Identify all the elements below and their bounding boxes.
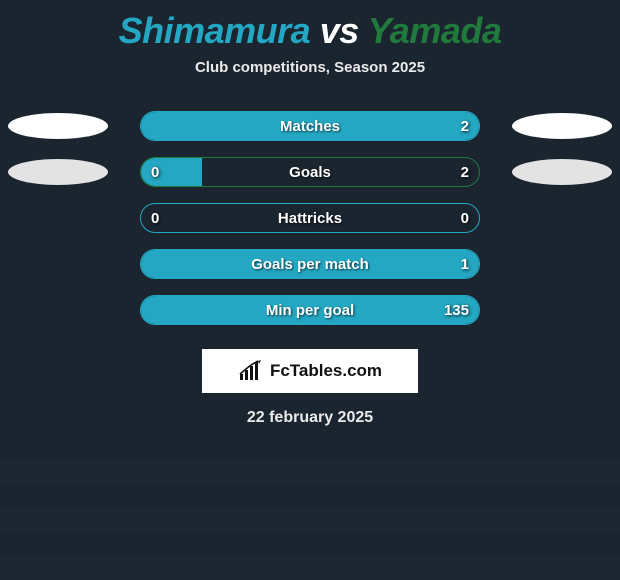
stat-value-left: 0 [151,158,159,186]
stat-row: Goals0 2 [0,157,620,187]
stat-bar: Goals0 2 [140,157,480,187]
stat-bar: Goals per match1 [140,249,480,279]
player1-ellipse-icon [8,113,108,139]
stat-label: Goals [141,158,479,186]
stat-row: Min per goal135 [0,295,620,325]
vs-text: vs [320,10,359,51]
stat-row: Goals per match1 [0,249,620,279]
brand-text: FcTables.com [270,361,382,381]
stat-label: Min per goal [141,296,479,324]
stat-value-right: 2 [461,158,469,186]
stat-label: Goals per match [141,250,479,278]
stat-bar: Min per goal135 [140,295,480,325]
stat-row: Matches2 [0,111,620,141]
stat-bar: Matches2 [140,111,480,141]
player2-ellipse-icon [512,159,612,185]
stat-row: Hattricks0 0 [0,203,620,233]
player2-name: Yamada [368,10,502,51]
stat-bar: Hattricks0 0 [140,203,480,233]
stat-label: Hattricks [141,204,479,232]
stat-value-right: 2 [461,112,469,140]
page-title: Shimamura vs Yamada [0,0,620,56]
stat-value-left: 0 [151,204,159,232]
player2-ellipse-icon [512,113,612,139]
player1-ellipse-icon [8,159,108,185]
stat-value-right: 135 [444,296,469,324]
stat-value-right: 0 [461,204,469,232]
date-text: 22 february 2025 [0,409,620,427]
stats-rows: Matches2Goals02Hattricks00Goals per matc… [0,111,620,325]
player1-name: Shimamura [119,10,311,51]
brand-badge: FcTables.com [202,349,418,393]
bar-chart-icon [238,360,264,382]
subtitle: Club competitions, Season 2025 [0,59,620,76]
stat-value-right: 1 [461,250,469,278]
background-stripes [0,450,620,580]
stat-label: Matches [141,112,479,140]
